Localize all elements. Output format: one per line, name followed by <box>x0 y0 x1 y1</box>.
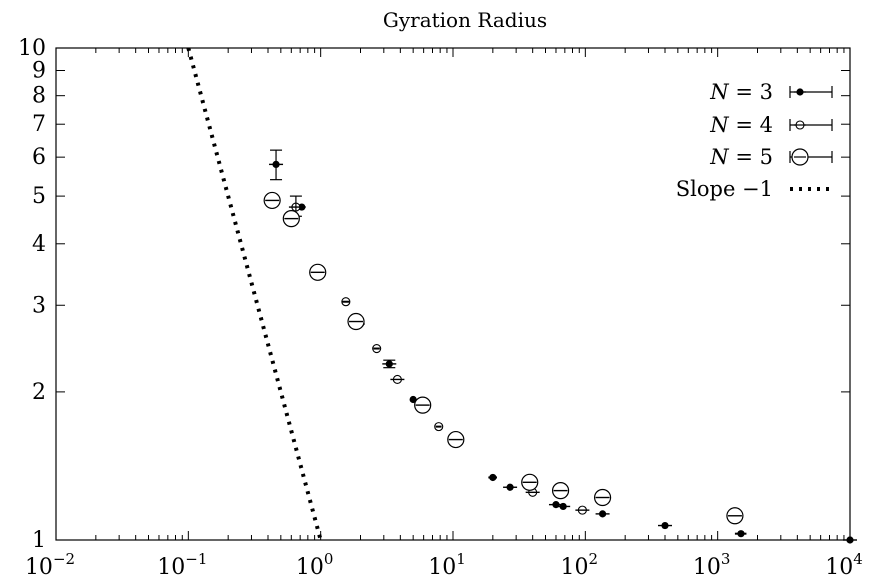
legend-label: N = 5 <box>709 145 773 169</box>
legend-label: N = 3 <box>709 80 773 104</box>
x-tick-label: 104 <box>825 550 863 580</box>
x-tick-label: 103 <box>693 550 731 580</box>
data-point <box>556 502 571 511</box>
data-point <box>434 422 444 432</box>
y-tick-label: 9 <box>32 59 46 84</box>
y-tick-label: 7 <box>32 112 46 137</box>
x-tick-label: 10−2 <box>25 550 75 580</box>
data-point <box>409 395 417 404</box>
y-tick-label: 10 <box>18 36 46 61</box>
series-n-5 <box>263 191 744 525</box>
data-point <box>447 430 465 449</box>
x-tick-label: 102 <box>561 550 599 580</box>
data-point <box>575 505 590 515</box>
x-tick-label: 101 <box>428 550 466 580</box>
data-point <box>263 191 281 210</box>
data-point <box>726 507 744 525</box>
legend: N = 3 N = 4 N = 5 Slope −1 <box>676 80 833 201</box>
data-point <box>488 473 497 482</box>
legend-entry: N = 4 <box>709 113 833 137</box>
data-point <box>309 263 327 281</box>
data-point <box>382 359 397 369</box>
data-point <box>269 149 284 181</box>
chart-title: Gyration Radius <box>383 8 547 32</box>
data-point <box>341 297 351 307</box>
slope-reference-line <box>186 47 323 541</box>
data-point <box>282 210 300 228</box>
slope-minus-one-line <box>186 47 323 541</box>
y-tick-label: 3 <box>32 293 46 318</box>
series-n-4 <box>288 195 590 515</box>
data-point <box>390 374 405 384</box>
data-points <box>263 149 857 544</box>
legend-entry: Slope −1 <box>676 177 832 201</box>
data-point <box>595 510 610 518</box>
y-tick-label: 6 <box>32 145 46 170</box>
data-point <box>372 343 382 354</box>
series-n-3 <box>269 149 857 544</box>
x-tick-label: 10−1 <box>157 550 207 580</box>
legend-label: Slope −1 <box>676 177 773 201</box>
data-point <box>503 483 518 491</box>
data-point <box>551 482 570 500</box>
y-tick-label: 4 <box>32 232 46 257</box>
data-point <box>593 488 612 507</box>
y-tick-label: 2 <box>32 380 46 405</box>
y-tick-label: 8 <box>32 84 46 109</box>
legend-entry: N = 5 <box>709 145 833 169</box>
data-point <box>521 473 539 491</box>
y-tick-label: 1 <box>32 528 46 553</box>
data-point <box>347 312 365 331</box>
legend-label: N = 4 <box>709 113 773 137</box>
data-point <box>658 521 673 530</box>
legend-entry: N = 3 <box>709 80 833 104</box>
y-tick-label: 5 <box>32 184 46 209</box>
data-point <box>843 536 857 544</box>
data-point <box>734 530 747 538</box>
x-tick-label: 100 <box>296 550 334 580</box>
data-point <box>414 396 432 414</box>
